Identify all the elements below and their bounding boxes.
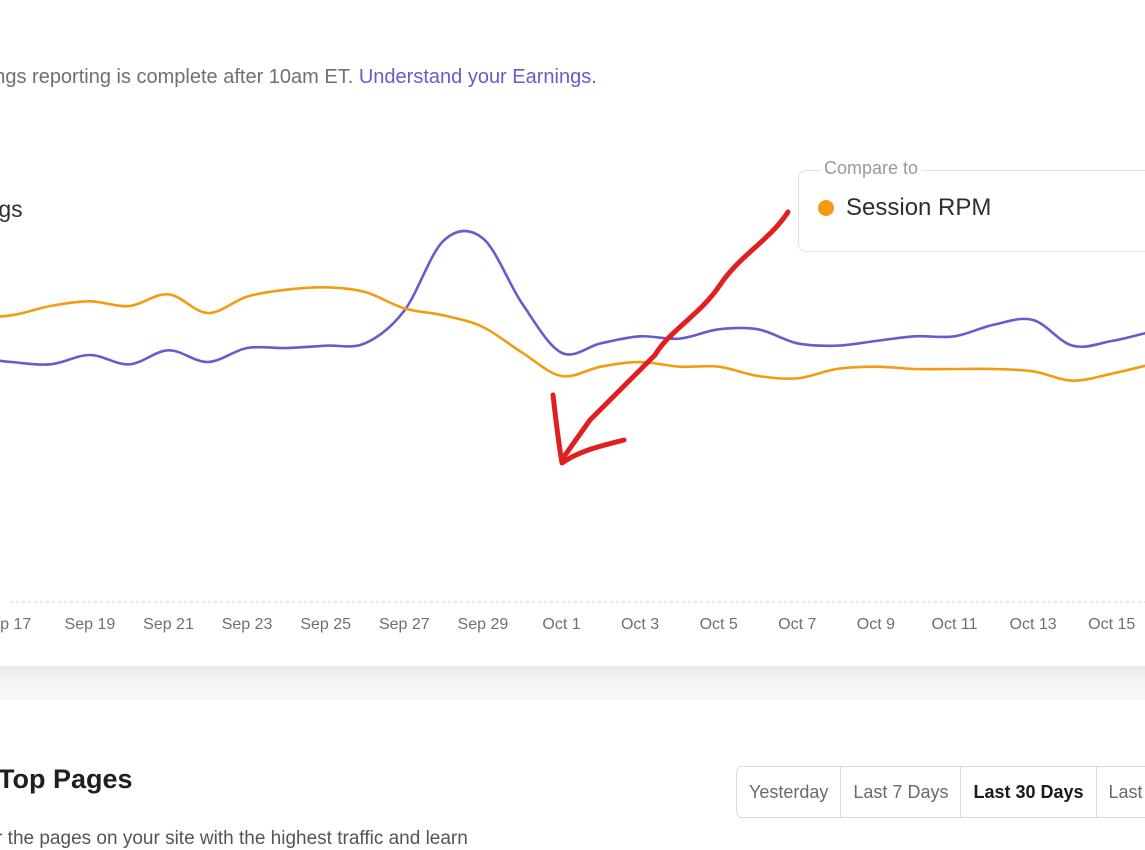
earnings-series-line [0, 229, 1145, 366]
notice-text: rnings reporting is complete after 10am … [0, 66, 359, 88]
x-tick-label: Oct 1 [542, 616, 580, 633]
annotation-arrow-icon [550, 209, 791, 466]
x-tick-label: Oct 3 [621, 616, 659, 633]
chart-title: rnings [0, 196, 23, 222]
earnings-notice: rnings reporting is complete after 10am … [0, 66, 597, 89]
x-tick-label: Oct 15 [1088, 616, 1135, 633]
x-tick-label: Oct 7 [778, 616, 816, 633]
range-tab[interactable]: Last 30 Days [961, 767, 1097, 817]
x-tick-label: ep 17 [0, 616, 31, 633]
understand-earnings-link[interactable]: Understand your Earnings. [358, 66, 597, 88]
range-tab[interactable]: Last 90 [1097, 767, 1145, 817]
compare-legend: Compare to [820, 158, 923, 179]
x-tick-label: Sep 27 [379, 616, 430, 633]
top-pages-title: r Top Pages [0, 764, 133, 794]
x-tick-label: Oct 9 [857, 616, 895, 633]
x-tick-label: Sep 29 [458, 616, 509, 633]
x-tick-label: Sep 23 [222, 616, 273, 633]
x-tick-label: Oct 11 [932, 616, 978, 633]
x-tick-label: Sep 19 [65, 616, 116, 633]
range-tab[interactable]: Yesterday [737, 767, 842, 817]
compare-session-rpm[interactable]: Session RPM [818, 194, 991, 222]
x-tick-label: Sep 21 [143, 616, 194, 633]
session-rpm-dot-icon [818, 200, 834, 216]
earnings-chart: ep 17 Sep 19 Sep 21 Sep 23 Sep 25 Sep 27 Sep 2… [0, 209, 1145, 633]
compare-item-label: Session RPM [846, 194, 992, 221]
top-pages-description: itor the pages on your site with the hig… [0, 828, 468, 849]
compare-box [798, 170, 1145, 252]
x-tick-label: Oct 5 [700, 616, 738, 633]
x-tick-label: Sep 25 [300, 616, 351, 633]
range-tab[interactable]: Last 7 Days [841, 767, 962, 817]
x-tick-label: Oct 13 [1010, 616, 1057, 633]
session-rpm-series-line [0, 285, 1145, 382]
panel-divider [0, 666, 1145, 700]
